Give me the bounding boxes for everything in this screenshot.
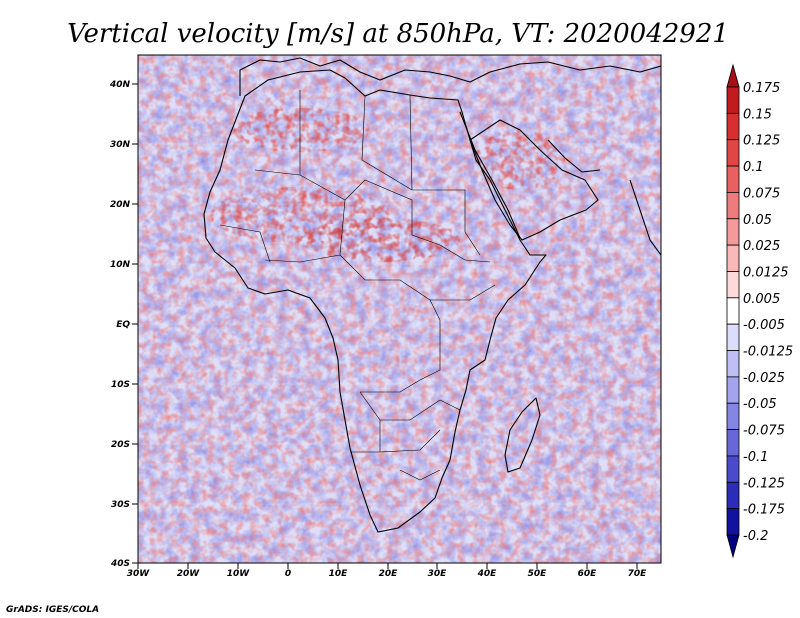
colorbar-label: 0.025 [743,239,780,254]
svg-text:30W: 30W [127,569,151,579]
svg-text:50E: 50E [528,569,548,579]
lon-tick: 50E [528,563,548,579]
svg-text:70E: 70E [628,569,648,579]
colorbar-label: 0.075 [743,186,780,201]
colorbar-swatch [726,350,740,378]
colorbar-label: 0.175 [743,81,780,96]
svg-text:10E: 10E [329,569,349,579]
colorbar-label: -0.2 [743,529,768,544]
map-panel [138,55,661,563]
colorbar-label: -0.1 [743,450,768,465]
svg-text:10S: 10S [111,380,130,390]
svg-text:EQ: EQ [116,320,130,330]
svg-text:10W: 10W [227,569,251,579]
lat-tick: 20N [110,200,138,210]
lon-tick: 10E [329,563,349,579]
africa-coastline [203,69,547,533]
red-noise-layer [138,55,661,563]
svg-text:40E: 40E [477,569,498,579]
grads-credit: GrADS: IGES/COLA [6,605,99,615]
colorbar: 0.175 0.15 0.125 0.1 0.075 0.05 0.025 0.0125 0.0… [726,63,793,559]
svg-text:20N: 20N [110,200,131,210]
colorbar-swatch [726,429,740,457]
svg-text:40S: 40S [110,559,130,569]
lon-tick: 70E [628,563,648,579]
colorbar-swatch [726,323,740,351]
colorbar-swatch [726,244,740,272]
lon-tick: 10W [227,563,251,579]
colorbar-swatch [726,112,740,141]
madagascar [504,397,541,473]
europe-coast [239,57,661,96]
lat-tick: 20S [111,440,138,450]
coastlines [203,57,661,533]
svg-text:30N: 30N [110,140,131,150]
colorbar-min-arrow [726,534,740,559]
colorbar-label: -0.005 [743,318,785,333]
colorbar-swatch [726,481,740,510]
svg-text:60E: 60E [578,569,598,579]
lon-tick: 30E [428,563,448,579]
svg-text:20E: 20E [379,569,399,579]
colorbar-swatch [726,86,740,114]
lon-tick: 60E [578,563,598,579]
map-frame [137,54,662,564]
svg-text:20W: 20W [177,569,201,579]
svg-text:10N: 10N [110,260,131,270]
colorbar-label: 0.125 [743,134,780,149]
arabian-peninsula [469,119,599,241]
colorbar-swatch [726,192,740,220]
lat-tick: EQ [116,320,138,330]
colorbar-max-arrow [726,63,740,88]
lat-tick: 40S [110,559,138,569]
colorbar-swatch [726,218,740,246]
colorbar-swatch [726,402,740,430]
svg-text:30E: 30E [428,569,448,579]
lon-tick: 20E [379,563,399,579]
colorbar-label: 0.1 [743,160,764,175]
svg-text:30S: 30S [111,500,130,510]
lat-axis: 40N 30N 20N 10N EQ 10S 20S 30S 40S [109,80,138,569]
sahel-activity [210,108,565,262]
colorbar-swatch [726,297,740,325]
colorbar-label: -0.175 [743,503,785,518]
lon-tick: 30W [127,563,151,579]
colorbar-label: -0.0125 [743,345,793,360]
svg-text:0: 0 [285,569,291,579]
lon-tick: 0 [285,563,291,579]
lon-axis: 30W 20W 10W 0 10E 20E 30E 40E 50E 60E 70… [127,563,647,579]
colorbar-swatch [726,508,740,536]
colorbar-label: 0.0125 [743,265,789,280]
colorbar-label: 0.15 [743,107,772,122]
colorbar-label: -0.05 [743,397,777,412]
red-sea [459,111,521,239]
colorbar-swatch [726,455,740,483]
colorbar-swatch [726,271,740,299]
colorbar-label: 0.05 [743,213,772,228]
country-borders [219,90,496,481]
lat-tick: 30N [110,140,138,150]
lon-tick: 40E [477,563,498,579]
persian-gulf [547,139,601,173]
colorbar-label: -0.125 [743,476,785,491]
colorbar-label: -0.025 [743,371,785,386]
svg-text:40N: 40N [109,80,131,90]
lon-tick: 20W [177,563,201,579]
india-coast [629,179,661,256]
colorbar-swatch [726,165,740,193]
colorbar-swatch [726,376,740,404]
svg-text:20S: 20S [111,440,130,450]
graticule [138,143,661,505]
lat-tick: 10N [110,260,138,270]
colorbar-label: 0.005 [743,292,780,307]
colorbar-label: -0.075 [743,424,785,439]
lat-tick: 40N [109,80,138,90]
colorbar-swatch [726,139,740,167]
lat-tick: 10S [111,380,138,390]
lat-tick: 30S [111,500,138,510]
chart-title: Vertical velocity [m/s] at 850hPa, VT: 2… [67,19,729,49]
